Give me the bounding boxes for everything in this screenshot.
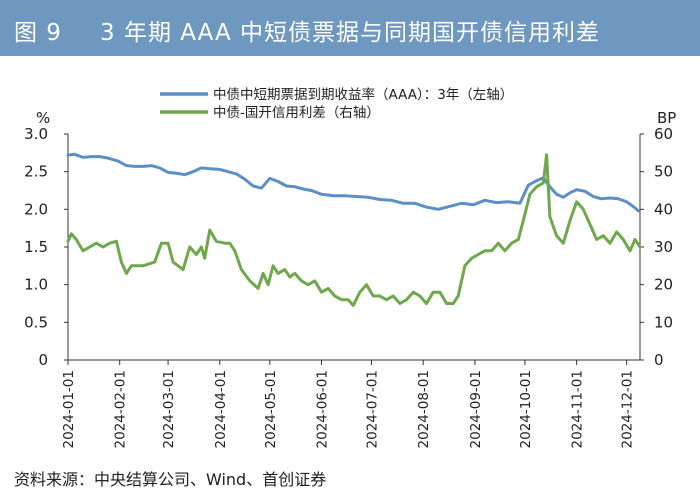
x-axis-tick-label: 2024-11-01 (570, 370, 586, 448)
left-axis-tick-label: 0.5 (24, 313, 48, 331)
yield-series-line (66, 152, 640, 213)
right-axis-tick-label: 60 (654, 125, 673, 143)
x-axis-tick-label: 2024-04-01 (213, 370, 229, 448)
source-note: 资料来源：中央结算公司、Wind、首创证券 (14, 470, 327, 489)
left-axis-tick-label: 1.0 (24, 276, 48, 294)
x-axis-tick-label: 2024-09-01 (468, 370, 484, 448)
spread-series-line (66, 153, 642, 307)
x-axis-tick-label: 2024-01-01 (61, 370, 77, 448)
legend-label: 中债-国开信用利差（右轴） (213, 105, 380, 121)
left-axis-tick-label: 2.0 (24, 200, 48, 218)
right-axis-tick-label: 40 (654, 200, 673, 218)
x-axis-tick-label: 2024-03-01 (161, 370, 177, 448)
left-axis-tick-label: 0 (38, 351, 48, 369)
x-axis-tick-label: 2024-08-01 (416, 370, 432, 448)
figure-title: 3 年期 AAA 中短债票据与同期国开债信用利差 (100, 20, 601, 46)
left-axis-tick-label: 2.5 (24, 163, 48, 181)
right-axis-tick-label: 50 (654, 163, 673, 181)
figure-title-bar: 图 9 3 年期 AAA 中短债票据与同期国开债信用利差 (0, 0, 700, 56)
right-axis-tick-label: 30 (654, 238, 673, 256)
right-axis-tick-label: 0 (654, 351, 664, 369)
x-axis-tick-label: 2024-02-01 (113, 370, 129, 448)
line-chart: 0 0.5 1.0 1.5 2.0 2.5 3.0 0 10 20 30 40 50 60% BP 2024-… (24, 86, 676, 448)
x-axis-tick-label: 2024-12-01 (620, 370, 636, 448)
right-axis-tick-label: 20 (654, 276, 673, 294)
left-axis-tick-label: 1.5 (24, 238, 48, 256)
x-axis-tick-label: 2024-10-01 (518, 370, 534, 448)
x-axis-tick-label: 2024-07-01 (365, 370, 381, 448)
x-axis-tick-label: 2024-06-01 (314, 370, 330, 448)
figure-number: 图 9 (14, 20, 62, 46)
right-axis-unit: BP (657, 109, 676, 127)
x-axis-tick-label: 2024-05-01 (263, 370, 279, 448)
right-axis-tick-label: 10 (654, 313, 673, 331)
left-axis-unit: % (36, 109, 50, 127)
chart-area: 0 0.5 1.0 1.5 2.0 2.5 3.0 0 10 20 30 40 50 60% BP 2024-… (0, 56, 700, 460)
left-axis-tick-label: 3.0 (24, 125, 48, 143)
legend-label: 中债中短期票据到期收益率（AAA）：3年（左轴） (213, 86, 513, 103)
